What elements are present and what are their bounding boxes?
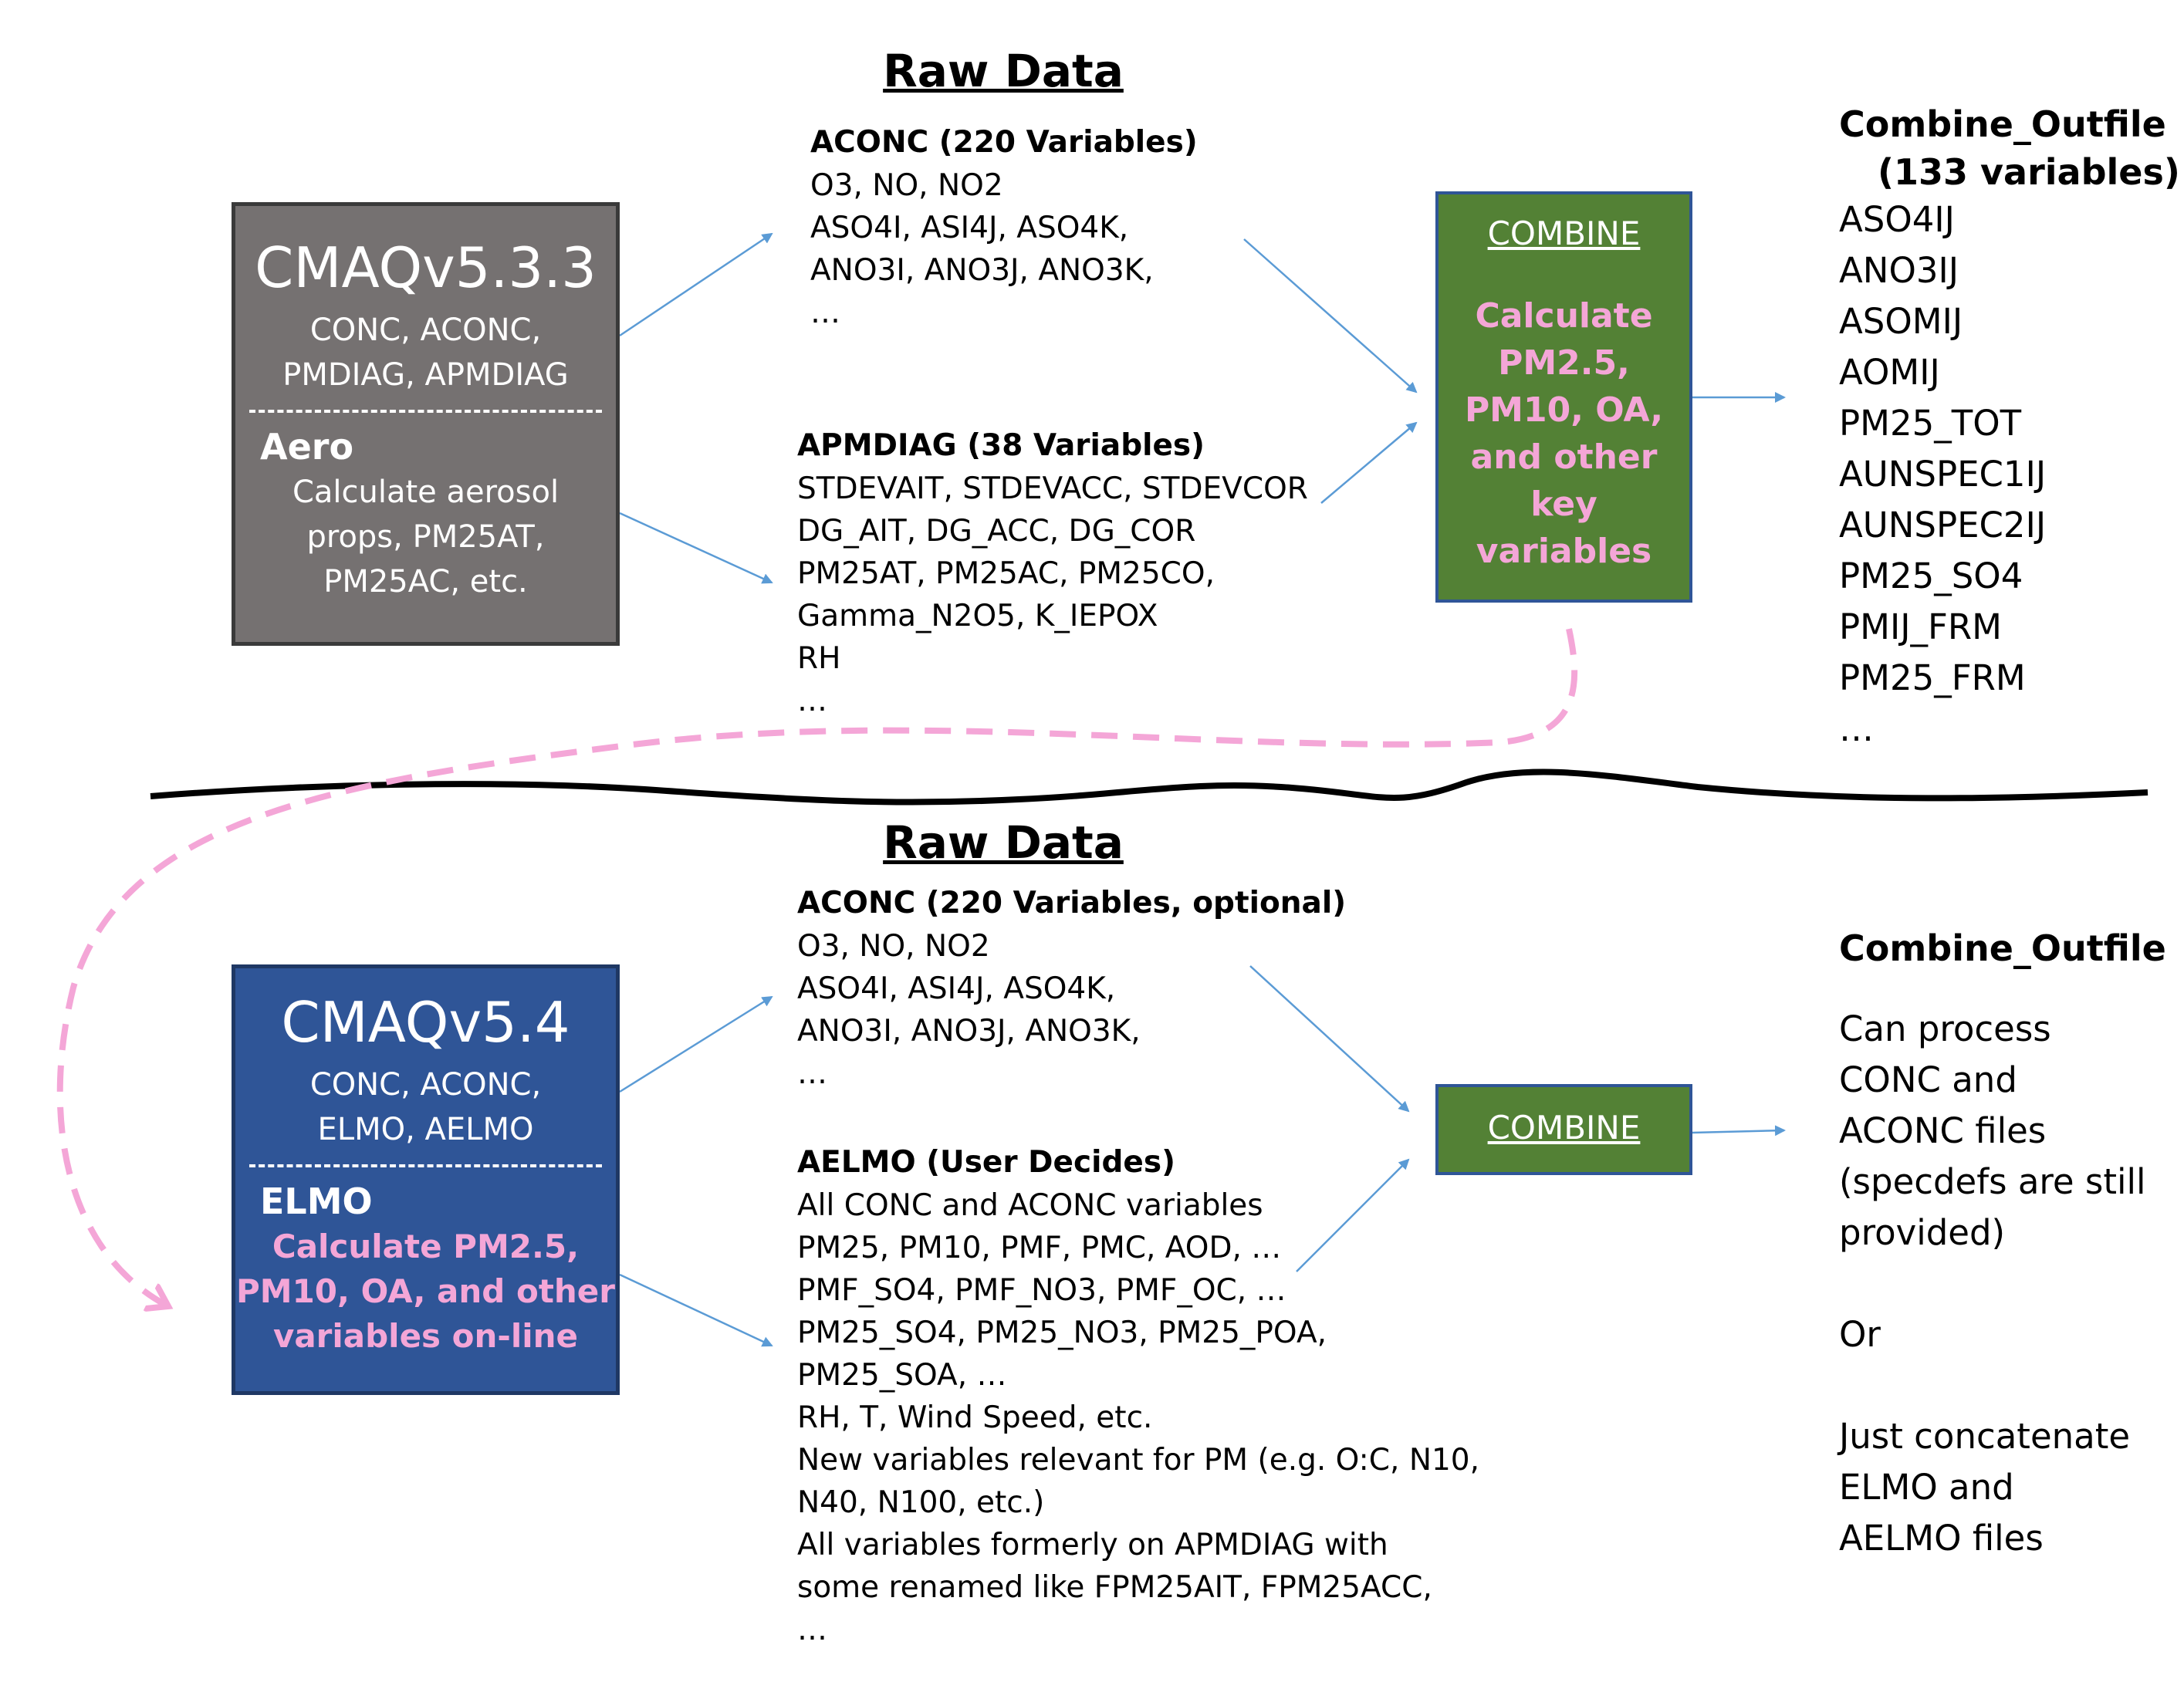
cmaq533-box: CMAQv5.3.3 CONC, ACONC, PMDIAG, APMDIAG … [232,202,620,646]
arrow-apmdiag-to-combine-top [1320,421,1418,504]
combine-outfile-bottom: Combine_Outfile Can process CONC and ACO… [1839,927,2179,1564]
section-divider [150,768,2149,806]
list-item: AUNSPEC2IJ [1839,505,2047,546]
combine-box-top: COMBINE Calculate PM2.5, PM10, OA, and o… [1435,191,1692,603]
outfile-title: Combine_Outfile [1839,927,2166,969]
aconc-block-top: ACONC (220 Variables) O3, NO, NO2 ASO4I,… [810,125,1198,330]
list-item: … [1839,708,1874,749]
pink-dashed-arrow [56,628,1578,1306]
combine-label: COMBINE [1487,1109,1641,1147]
outfile-subtitle: (133 variables) [1878,151,2180,193]
raw-data-title-top: Raw Data [883,45,1124,97]
arrow-combine-to-outfile-bottom [1692,1125,1786,1137]
arrow-cmaq54-to-aconc [619,995,773,1093]
arrow-aelmo-to-combine-bottom [1296,1158,1410,1272]
apmdiag-title: APMDIAG (38 Variables) [797,428,1205,463]
arrow-cmaq533-to-apmdiag [619,512,773,584]
aelmo-title: AELMO (User Decides) [797,1145,1175,1180]
arrow-aconc-to-combine-bottom [1249,965,1410,1113]
list-item: PMIJ_FRM [1839,606,2002,647]
list-item: PM25_FRM [1839,657,2026,698]
model-name: CMAQv5.3.3 [255,235,597,300]
cmaq54-box: CMAQv5.4 CONC, ACONC, ELMO, AELMO ELMO C… [232,964,620,1395]
model-sub-title: ELMO [260,1181,373,1222]
model-sub-title: Aero [260,426,354,468]
aconc-title: ACONC (220 Variables, optional) [797,886,1347,920]
list-item: AOMIJ [1839,352,1940,393]
aconc-block-bottom: ACONC (220 Variables, optional) O3, NO, … [797,886,1347,1091]
arrow-aconc-to-combine-top [1243,238,1418,394]
model-files: CONC, ACONC, PMDIAG, APMDIAG [282,312,569,393]
combine-label: COMBINE [1487,214,1641,252]
outfile-variable-list: ASO4IJ ANO3IJ ASOMIJ AOMIJ PM25_TOT AUNS… [1839,194,2179,755]
apmdiag-block: APMDIAG (38 Variables) STDEVAIT, STDEVAC… [797,428,1308,718]
model-files: CONC, ACONC, ELMO, AELMO [309,1067,542,1147]
arrow-cmaq533-to-aconc [619,232,773,337]
combine-outfile-top: Combine_Outfile (133 variables) ASO4IJ A… [1839,103,2180,755]
model-name: CMAQv5.4 [281,990,570,1055]
list-item: ASOMIJ [1839,301,1963,342]
list-item: ANO3IJ [1839,250,1959,291]
model-divider [249,1164,602,1167]
list-item: ASO4IJ [1839,199,1955,240]
list-item: AUNSPEC1IJ [1839,454,2047,495]
model-divider [249,410,602,413]
arrow-cmaq54-to-aelmo [619,1273,773,1347]
model-description: Calculate aerosol props, PM25AT, PM25AC,… [292,475,560,600]
aconc-title: ACONC (220 Variables) [810,125,1198,160]
aelmo-block: AELMO (User Decides) All CONC and ACONC … [797,1145,1480,1647]
combine-description: Calculate PM2.5, PM10, OA, and other key… [1464,296,1664,571]
model-description: Calculate PM2.5, PM10, OA, and other var… [236,1228,615,1355]
list-item: PM25_TOT [1839,403,2022,444]
combine-box-bottom: COMBINE [1435,1084,1692,1175]
raw-data-title-bottom: Raw Data [883,816,1124,869]
outfile-description: Can process CONC and ACONC files (specde… [1839,1008,2146,1559]
outfile-title: Combine_Outfile [1839,103,2166,145]
list-item: PM25_SO4 [1839,556,2023,596]
